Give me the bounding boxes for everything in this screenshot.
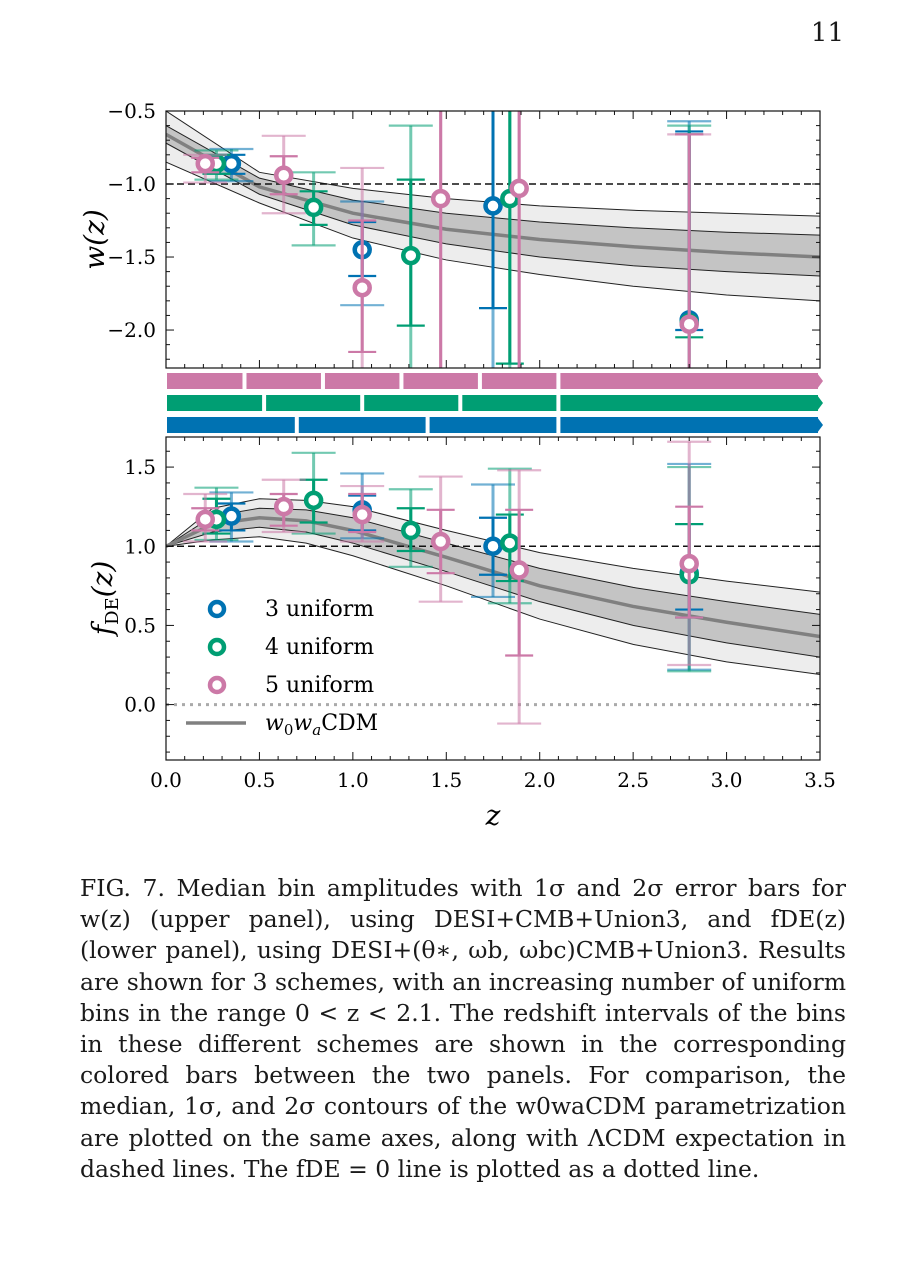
data-point-4-uniform: [388, 488, 433, 568]
x-tick-label: 3.0: [711, 768, 743, 792]
y-tick-label: −2.0: [107, 318, 156, 342]
marker: [509, 560, 529, 580]
bin-segment: [298, 417, 426, 433]
bin-segment: [167, 395, 263, 411]
band-edge-lo2: [166, 536, 820, 675]
data-point-5-uniform: [183, 153, 228, 184]
marker: [430, 531, 451, 552]
plot-area: [166, 111, 820, 368]
bin-segment: [364, 395, 459, 411]
marker: [195, 153, 215, 174]
bin-segment: [560, 395, 818, 411]
data-point-5-uniform: [183, 492, 228, 543]
y-tick-label: 0.5: [124, 613, 156, 637]
marker: [352, 277, 372, 298]
marker: [401, 245, 421, 266]
bin-segment: [403, 373, 478, 389]
marker: [195, 509, 215, 530]
x-tick-label: 1.0: [337, 768, 369, 792]
upper-panel: −0.5 −1.0 −1.5 −2.0 w(z): [78, 99, 821, 369]
bin-segment: [167, 417, 295, 433]
data-point-5-uniform: [430, 111, 451, 368]
data-point-5-uniform: [509, 111, 529, 368]
legend-marker: [207, 675, 227, 695]
arrow-icon: [817, 417, 823, 433]
y-tick-label: 1.5: [124, 455, 156, 479]
bin-segment: [429, 417, 557, 433]
y-tick-label: −0.5: [107, 99, 156, 123]
marker: [273, 496, 294, 517]
bin-segment: [266, 395, 361, 411]
axes-frame: [165, 110, 821, 369]
legend-marker: [207, 599, 227, 619]
legend-label: 3 uniform: [265, 597, 374, 622]
data-point-3-uniform: [479, 111, 507, 368]
bin-segment: [481, 373, 557, 389]
x-tick-label: 0.0: [150, 768, 182, 792]
bin-segment: [560, 417, 818, 433]
marker: [352, 504, 372, 525]
legend-label: 4 uniform: [265, 635, 374, 660]
x-tick-label: 3.5: [804, 768, 836, 792]
marker: [679, 314, 699, 334]
y-tick-label: −1.0: [107, 172, 156, 196]
y-tick-label: 0.0: [124, 693, 156, 717]
lower-panel: 0.0 0.5 1.0 1.5 0.0 0.5 1.0 1.5 2.0 2.5 3.0 3.5 z fDE…: [86, 436, 836, 832]
plot-area: [166, 440, 820, 725]
y-tick-label: −1.5: [107, 245, 156, 269]
marker: [483, 196, 503, 216]
figure-7: −0.5 −1.0 −1.5 −2.0 w(z) 0.0 0.5 1.0 1.5 0.0 0.5 1.…: [78, 99, 836, 832]
bin-segment: [324, 373, 400, 389]
band-1sigma: [166, 125, 820, 277]
x-tick-label: 0.5: [244, 768, 276, 792]
marker: [273, 165, 294, 185]
data-point-4-uniform: [291, 171, 336, 247]
x-axis-label: z: [485, 799, 501, 832]
bin-segment: [560, 373, 818, 389]
arrow-icon: [817, 395, 823, 411]
data-point-4-uniform: [291, 451, 336, 535]
legend-label: w0waCDM: [265, 711, 378, 739]
marker: [679, 553, 699, 574]
data-point-5-uniform: [340, 484, 385, 543]
legend: 3 uniform 4 uniform 5 uniform w0waCDM: [186, 597, 378, 739]
marker: [500, 533, 520, 553]
axes-frame: [165, 436, 821, 761]
marker: [483, 536, 503, 556]
data-point-5-uniform: [261, 478, 306, 534]
bin-bar-5-uniform: [167, 373, 823, 389]
bin-bar-3-uniform: [167, 417, 823, 433]
data-point-5-uniform: [418, 475, 463, 603]
marker: [509, 178, 529, 199]
bin-bar-4-uniform: [167, 395, 823, 411]
legend-label: 5 uniform: [265, 673, 374, 698]
y-axis-label: w(z): [78, 209, 111, 270]
marker: [303, 490, 324, 511]
data-point-5-uniform: [261, 134, 306, 215]
y-tick-label: 1.0: [124, 534, 156, 558]
marker: [430, 188, 451, 209]
x-tick-label: 1.5: [430, 768, 462, 792]
data-point-5-uniform: [497, 469, 542, 725]
x-tick-label: 2.0: [524, 768, 556, 792]
marker: [303, 197, 324, 218]
page-number: 11: [810, 18, 844, 48]
data-point-5-uniform: [667, 133, 712, 368]
y-axis-label: fDE(z): [86, 561, 123, 638]
bin-segment: [246, 373, 321, 389]
bin-segment: [167, 373, 243, 389]
marker: [401, 520, 421, 541]
bin-segment: [462, 395, 557, 411]
marker: [221, 506, 242, 526]
arrow-icon: [817, 373, 823, 389]
legend-marker: [207, 637, 227, 657]
data-point-5-uniform: [340, 166, 385, 368]
data-point-5-uniform: [667, 440, 712, 667]
x-tick-label: 2.5: [617, 768, 649, 792]
data-point-3-uniform: [471, 483, 515, 599]
data-point-4-uniform: [388, 124, 433, 368]
figure-caption: FIG. 7. Median bin amplitudes with 1σ an…: [80, 874, 846, 1183]
